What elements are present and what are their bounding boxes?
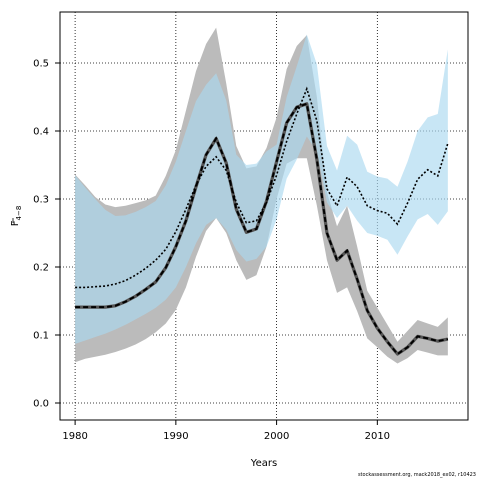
x-axis-label: Years [250, 458, 277, 469]
y-axis-ticks: 0.0 0.1 0.2 0.3 0.4 0.5 [33, 59, 60, 410]
y-tick-label: 0.0 [33, 399, 49, 410]
source-footer: stockassessment.org, mack2018_ex02, r104… [357, 472, 476, 478]
x-tick-label: 2010 [365, 431, 390, 442]
confidence-band-2 [75, 34, 448, 344]
confidence-bands [75, 27, 448, 364]
y-tick-label: 0.4 [33, 127, 49, 138]
plot-frame [59, 11, 469, 421]
x-axis-ticks: 1980 1990 2000 2010 [62, 420, 390, 442]
y-axis-label-subscript: 4−8 [15, 206, 23, 221]
x-tick-label: 1990 [163, 431, 188, 442]
y-tick-label: 0.1 [33, 331, 49, 342]
x-tick-label: 1980 [62, 431, 87, 442]
series-lines [75, 86, 449, 356]
y-axis-label: F4−8 [10, 206, 23, 227]
y-tick-label: 0.3 [33, 195, 49, 206]
y-axis-label-main: F [10, 220, 21, 226]
y-tick-label: 0.5 [33, 59, 49, 70]
y-tick-label: 0.2 [33, 263, 49, 274]
x-tick-label: 2000 [264, 431, 289, 442]
series-line-2 [75, 86, 449, 289]
series-line-1 [75, 102, 449, 356]
